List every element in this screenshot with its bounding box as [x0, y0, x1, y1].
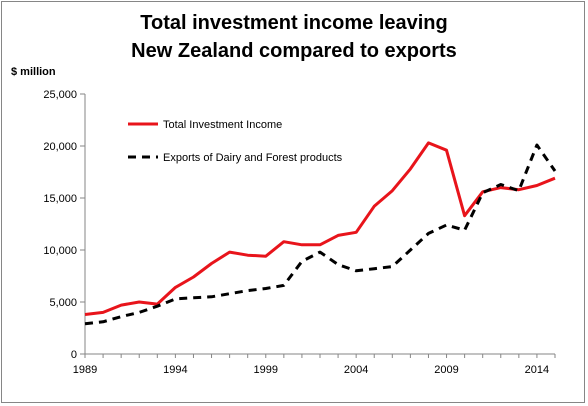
x-tick-label: 1999: [254, 364, 278, 376]
axes: [84, 94, 555, 355]
x-tick-label: 1994: [163, 364, 187, 376]
chart-title-line-1: Total investment income leaving: [140, 12, 448, 34]
series-line-total-investment-income: [84, 141, 556, 316]
legend: Total Investment Income Exports of Dairy …: [128, 119, 343, 164]
x-tick-label: 2014: [525, 364, 549, 376]
x-tick-label: 2009: [434, 364, 458, 376]
y-tick-label: 5,000: [49, 297, 77, 309]
x-tick-label: 1989: [73, 364, 97, 376]
y-tick-label: 15,000: [43, 193, 77, 205]
y-axis-label: $ million: [11, 66, 56, 78]
y-tick-label: 20,000: [43, 141, 77, 153]
y-tick-label: 0: [71, 349, 77, 361]
y-tick-label: 10,000: [43, 245, 77, 257]
legend-label: Total Investment Income: [163, 119, 282, 131]
chart-title-line-2: New Zealand compared to exports: [131, 40, 457, 62]
x-axis-ticks: 1989 1994 1999 2004 2009 2014: [73, 354, 556, 376]
y-tick-label: 25,000: [43, 89, 77, 101]
series-lines: [84, 141, 557, 326]
series-line-exports-of-dairy-and-forest-products: [84, 143, 557, 326]
x-tick-label: 2004: [344, 364, 368, 376]
y-axis-ticks: 0 5,000 10,000 15,000 20,000 25,000: [43, 89, 85, 361]
legend-label: Exports of Dairy and Forest products: [163, 152, 343, 164]
